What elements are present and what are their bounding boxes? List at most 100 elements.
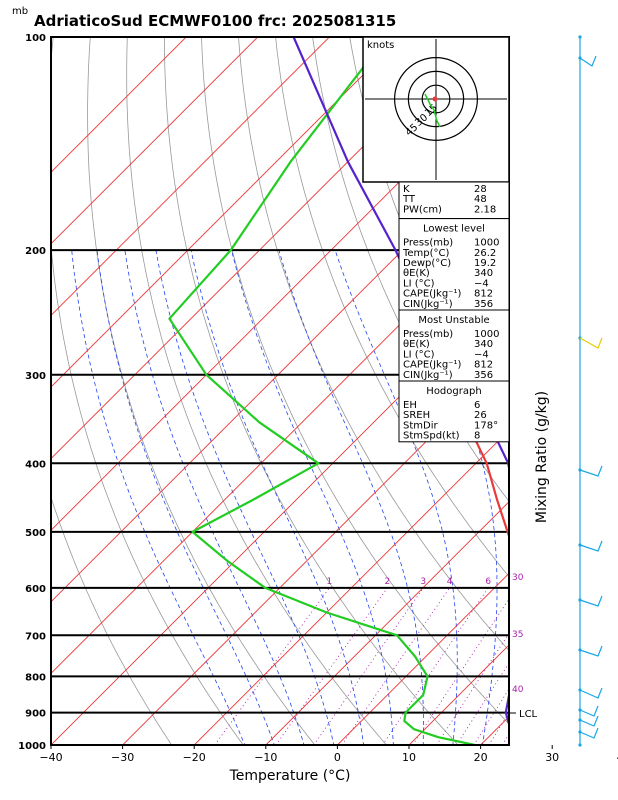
index-value: 356 xyxy=(474,370,493,381)
index-label: Press(mb) xyxy=(403,238,453,249)
mixing-ratio-line xyxy=(214,587,330,745)
isotherm-line xyxy=(51,37,331,317)
y-axis-title: Mixing Ratio (g/kg) xyxy=(534,391,550,523)
mixing-ratio-label: 2 xyxy=(385,577,391,587)
wind-barb xyxy=(579,727,599,739)
mixing-ratio-label: 6 xyxy=(485,577,491,587)
index-value: −4 xyxy=(474,349,489,360)
mixing-ratio-label: 4 xyxy=(447,577,453,587)
index-label: LI (°C) xyxy=(403,278,435,289)
mixing-ratio-line xyxy=(341,587,450,745)
pressure-tick-labels: 1000 900 800 700 600 500 400 300 200 100 xyxy=(18,33,46,752)
moist-adiabat-line xyxy=(96,250,275,745)
index-label: SREH xyxy=(403,410,430,421)
mixing-ratio-label: 1 xyxy=(327,577,333,587)
temperature-tick-label: 0 xyxy=(334,751,341,764)
index-label: Press(mb) xyxy=(403,329,453,340)
index-label: StmSpd(kt) xyxy=(403,431,460,442)
index-value: 6 xyxy=(474,400,480,411)
temperature-tick-label: 30 xyxy=(545,751,559,764)
lcl-marker: LCL xyxy=(509,709,538,720)
index-heading: Lowest level xyxy=(423,224,485,235)
most-unstable-box xyxy=(398,309,510,382)
pressure-tick-label: 700 xyxy=(25,631,46,642)
isotherm-line xyxy=(51,143,509,603)
isotherm-line xyxy=(193,429,509,745)
wind-barb xyxy=(579,337,603,349)
index-label: θE(K) xyxy=(403,339,430,350)
wind-barb xyxy=(579,55,597,67)
dry-adiabat-line xyxy=(201,37,509,725)
dry-adiabat-line xyxy=(603,21,618,760)
pressure-tick-label: 900 xyxy=(25,709,46,720)
moist-adiabat-line xyxy=(190,250,365,745)
isotherm-line xyxy=(51,214,509,675)
index-value: 340 xyxy=(474,339,493,350)
dry-adiabat-line xyxy=(530,21,618,760)
index-label: CAPE(Jkg⁻¹) xyxy=(403,289,461,300)
dry-adiabat-line xyxy=(275,37,509,578)
index-value: −4 xyxy=(474,278,489,289)
mixing-ratio-line xyxy=(412,598,509,745)
mixing-ratio-line xyxy=(382,587,489,745)
moist-adiabat-line xyxy=(566,250,618,760)
index-value: 340 xyxy=(474,268,493,279)
temperature-tick-label: 10 xyxy=(402,751,416,764)
dry-adiabat-line xyxy=(51,495,173,745)
index-label: TT xyxy=(402,194,416,205)
pressure-tick-label: 1000 xyxy=(18,741,46,752)
hodograph-index-box xyxy=(398,380,510,443)
wind-barb xyxy=(579,705,599,717)
index-value: 178° xyxy=(474,420,498,431)
index-value: 26 xyxy=(474,410,487,421)
chart-title: AdriaticoSud ECMWF0100 frc: 2025081315 xyxy=(34,12,396,30)
indices-top-box xyxy=(398,181,510,220)
theta-label: 40 xyxy=(512,685,524,695)
index-value: 2.18 xyxy=(474,204,496,215)
wind-barb xyxy=(579,465,603,477)
theta-label: 35 xyxy=(512,630,523,640)
moist-adiabat-line xyxy=(71,250,246,745)
index-label: LI (°C) xyxy=(403,349,435,360)
isotherm-line xyxy=(537,21,618,760)
index-label: K xyxy=(403,184,410,195)
index-value: 8 xyxy=(474,431,480,442)
pressure-tick-label: 100 xyxy=(25,33,46,44)
svg-text:knots: knots xyxy=(367,40,394,51)
hodograph-trace xyxy=(424,93,441,128)
moist-adiabat-line xyxy=(231,250,394,745)
theta-labels: 30 35 40 xyxy=(512,573,524,695)
plot-area xyxy=(51,21,618,760)
isotherms xyxy=(51,21,618,760)
pressure-unit-label: mb xyxy=(12,6,28,17)
index-label: CIN(Jkg⁻¹) xyxy=(403,299,453,310)
wind-profile xyxy=(578,35,603,747)
mixing-ratio-line xyxy=(541,588,618,745)
mixing-ratio-line xyxy=(473,688,509,745)
index-heading: Hodograph xyxy=(426,386,481,397)
index-value: 1000 xyxy=(474,329,499,340)
isotherm-line xyxy=(336,572,509,745)
moist-adiabat-line xyxy=(278,249,424,745)
temperature-tick-label: −10 xyxy=(254,751,277,764)
index-label: PW(cm) xyxy=(403,204,442,215)
wind-level-dot xyxy=(578,743,582,747)
index-value: 19.2 xyxy=(474,258,496,269)
index-value: 356 xyxy=(474,299,493,310)
pressure-tick-label: 200 xyxy=(25,246,46,257)
wind-barb xyxy=(579,687,603,699)
index-label: θE(K) xyxy=(403,268,430,279)
temperature-tick-label: −20 xyxy=(183,751,206,764)
mixing-ratio-line xyxy=(514,588,612,745)
theta-label: 30 xyxy=(512,573,524,583)
moist-adiabat-line xyxy=(595,250,618,760)
isotherm-line xyxy=(265,501,509,745)
isotherm-line xyxy=(51,286,509,745)
index-value: 28 xyxy=(474,184,487,195)
pressure-tick-label: 300 xyxy=(25,371,46,382)
pressure-tick-label: 800 xyxy=(25,672,46,683)
svg-text:LCL: LCL xyxy=(519,709,538,720)
mixing-ratio-labels: 1 2 3 4 6 xyxy=(327,577,492,587)
